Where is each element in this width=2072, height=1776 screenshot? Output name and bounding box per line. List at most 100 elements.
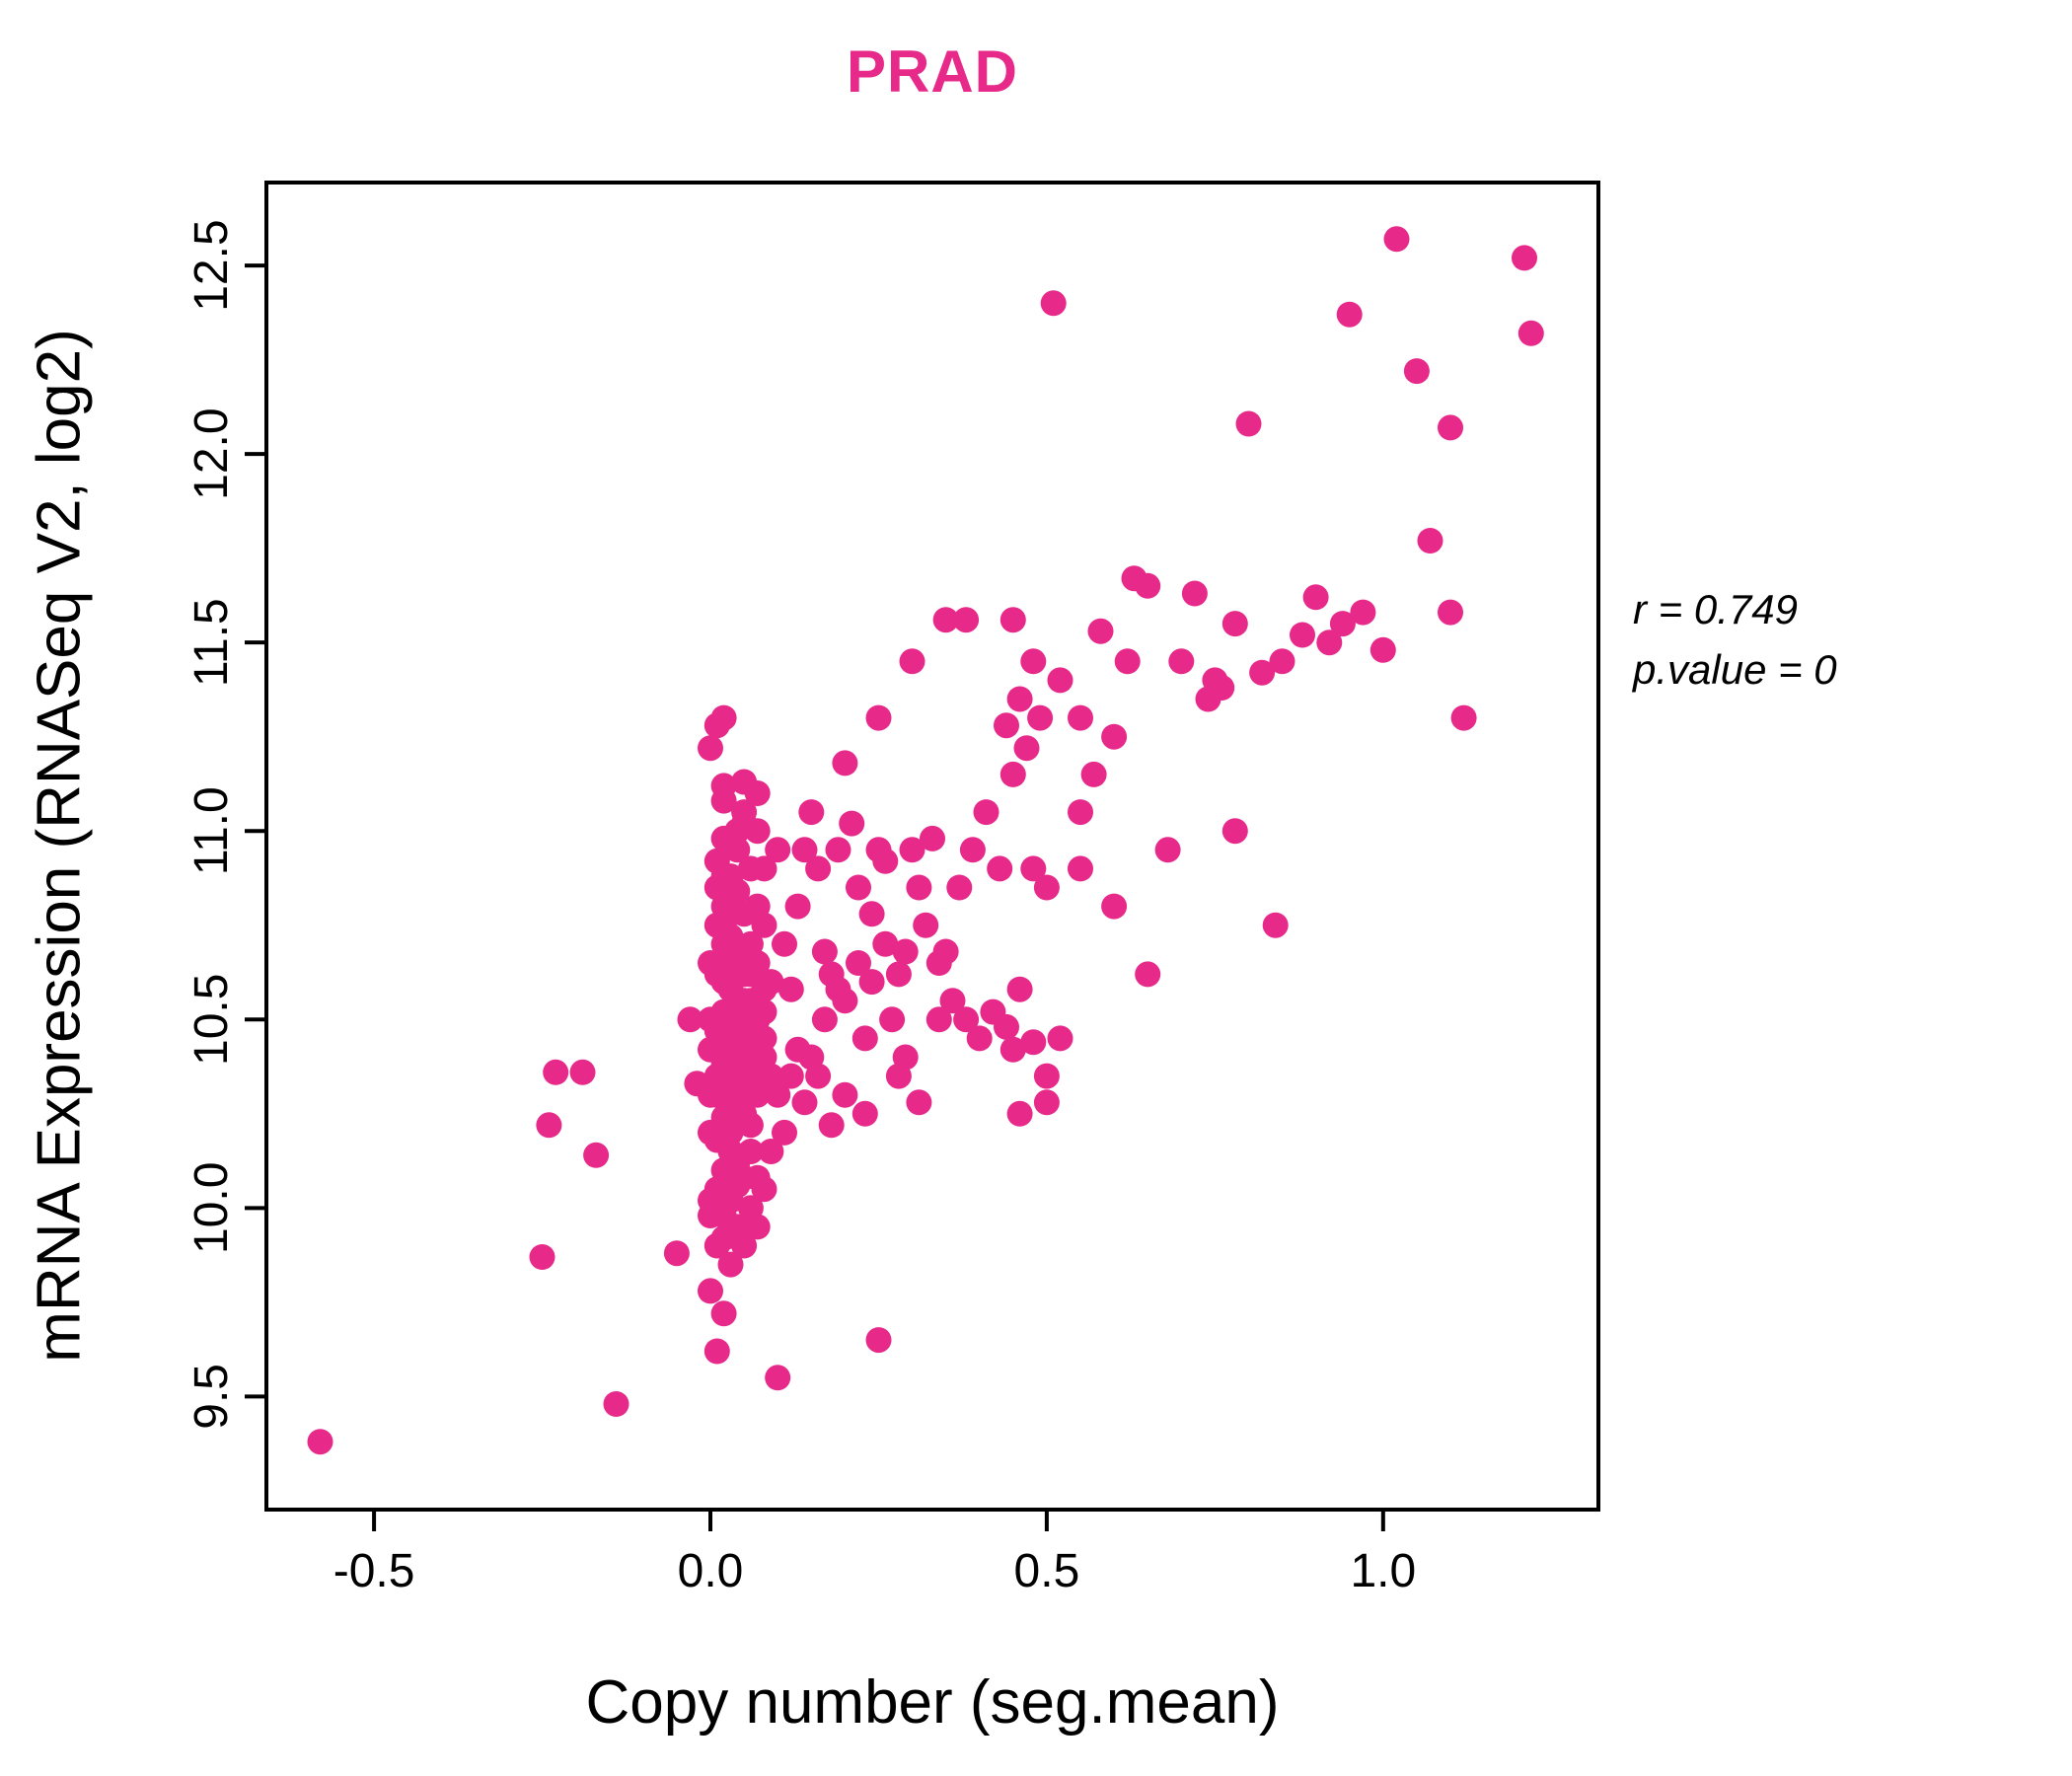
data-point	[717, 1006, 744, 1033]
data-point	[1336, 301, 1363, 328]
data-point	[1450, 704, 1477, 731]
data-point	[784, 893, 811, 920]
data-point	[744, 893, 771, 920]
data-point	[899, 837, 925, 863]
data-point	[791, 1089, 818, 1116]
data-point	[999, 761, 1026, 787]
data-point	[1438, 414, 1463, 441]
data-point	[805, 1063, 832, 1089]
data-point	[1417, 528, 1443, 554]
data-point	[698, 1036, 723, 1063]
data-point	[865, 1327, 892, 1354]
data-point	[1068, 799, 1093, 826]
data-point	[307, 1429, 333, 1455]
data-point	[731, 988, 758, 1014]
data-point	[744, 818, 771, 845]
data-point	[953, 607, 980, 633]
data-point	[1221, 818, 1248, 845]
data-point	[731, 1044, 758, 1071]
data-point	[1013, 735, 1040, 762]
data-point	[772, 1119, 797, 1146]
data-point	[1080, 761, 1107, 787]
data-point	[1020, 855, 1047, 882]
data-point	[772, 930, 797, 957]
data-point	[885, 1063, 912, 1089]
data-point	[710, 704, 737, 731]
data-point	[663, 1240, 690, 1267]
x-tick-label: -0.5	[333, 1545, 415, 1597]
data-point	[1114, 648, 1141, 675]
data-point	[677, 1006, 703, 1033]
data-point	[569, 1059, 596, 1085]
data-point	[832, 750, 858, 777]
data-point	[1235, 410, 1262, 437]
data-point	[536, 1112, 562, 1139]
data-point	[698, 1006, 723, 1033]
data-point	[825, 837, 851, 863]
data-point	[698, 735, 723, 762]
data-point	[1027, 704, 1054, 731]
data-point	[932, 938, 959, 965]
data-point	[1329, 611, 1356, 637]
data-point	[751, 1176, 777, 1203]
x-tick-label: 0.0	[678, 1545, 744, 1597]
data-point	[1262, 912, 1289, 938]
data-point	[846, 950, 871, 976]
y-tick-label: 9.5	[185, 1364, 238, 1430]
y-tick-label: 12.0	[185, 407, 238, 499]
data-point	[1438, 599, 1463, 626]
y-tick-label: 11.0	[185, 786, 238, 875]
correlation-annotation: r = 0.749 p.value = 0	[1633, 580, 1837, 701]
data-point	[994, 1013, 1019, 1040]
y-tick-label: 12.5	[185, 219, 238, 311]
data-point	[865, 704, 892, 731]
data-point	[959, 837, 986, 863]
data-point	[758, 969, 784, 996]
data-point	[1068, 855, 1093, 882]
data-point	[765, 837, 791, 863]
data-point	[698, 1278, 723, 1304]
data-point	[846, 874, 871, 901]
data-point	[892, 938, 919, 965]
data-point	[744, 1214, 771, 1240]
data-point	[1181, 580, 1208, 607]
y-axis-label: mRNA Expression (RNASeq V2, log2)	[25, 329, 94, 1363]
data-point	[1221, 611, 1248, 637]
data-point	[724, 1172, 751, 1199]
y-tick-label: 10.0	[185, 1162, 238, 1254]
data-point	[906, 874, 932, 901]
data-point	[1135, 572, 1161, 599]
data-point	[703, 1338, 730, 1365]
data-point	[737, 930, 764, 957]
data-point	[1033, 1089, 1060, 1116]
x-tick-label: 0.5	[1014, 1545, 1080, 1597]
data-point	[791, 837, 818, 863]
p-value-text: p.value = 0	[1633, 645, 1837, 693]
data-point	[872, 848, 899, 874]
data-point	[710, 863, 737, 890]
data-point	[1006, 686, 1033, 712]
data-point	[953, 1006, 980, 1033]
data-point	[1020, 1029, 1047, 1056]
data-point	[932, 607, 959, 633]
data-point	[825, 976, 851, 1002]
data-point	[603, 1391, 629, 1417]
data-point	[758, 1139, 784, 1164]
data-point	[724, 1067, 751, 1093]
data-point	[1154, 837, 1181, 863]
data-point	[994, 712, 1019, 739]
data-point	[858, 901, 885, 927]
data-point	[1168, 648, 1195, 675]
data-point	[703, 912, 730, 938]
data-point	[1383, 226, 1410, 253]
data-point	[872, 930, 899, 957]
data-point	[832, 1081, 858, 1108]
data-point	[1302, 584, 1329, 611]
data-point	[879, 1006, 906, 1033]
data-point	[1020, 648, 1047, 675]
data-point	[966, 1025, 993, 1052]
data-point	[1006, 976, 1033, 1002]
data-point	[737, 1139, 764, 1164]
data-point	[798, 799, 825, 826]
data-point	[1290, 622, 1315, 648]
